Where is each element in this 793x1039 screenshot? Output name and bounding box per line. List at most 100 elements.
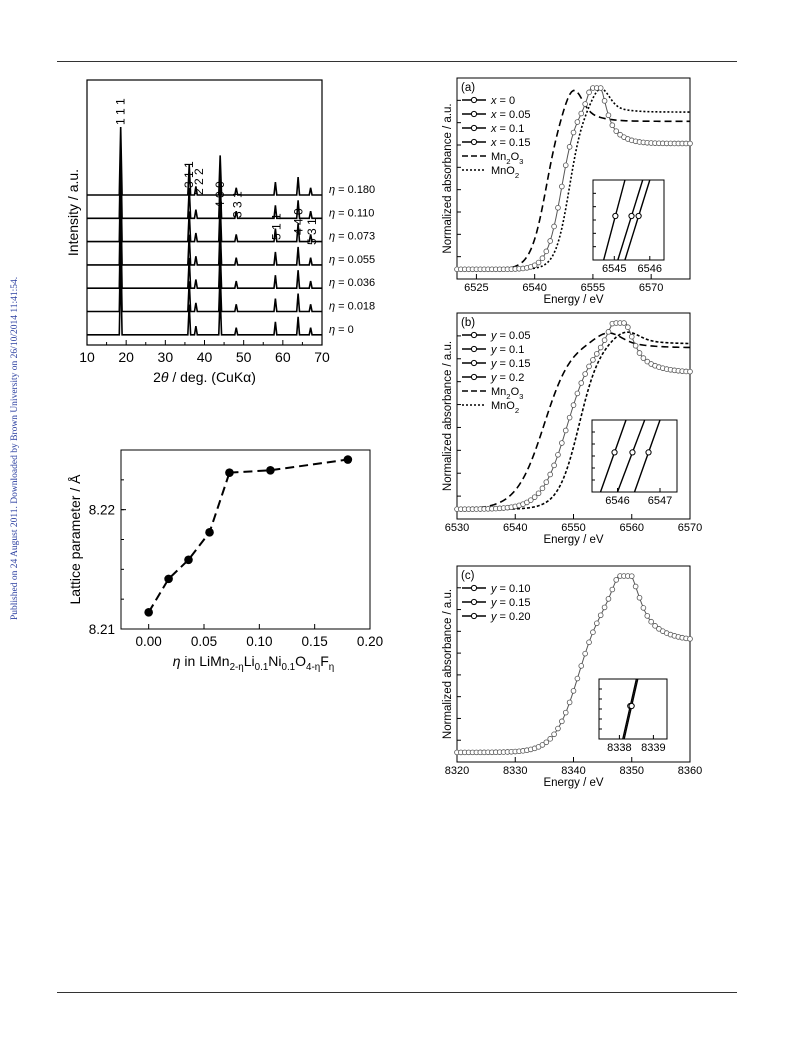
xanes-sample-marker [485,749,491,756]
xanes-sample-marker [493,505,499,512]
xanes-sample-marker [582,371,588,377]
legend-swatch-marker [470,110,478,118]
xanes-sample-marker [504,749,511,755]
xanes-sample-marker [621,134,627,140]
lattice-x-tick-label: 0.20 [357,634,383,649]
xanes-sample-marker [516,502,522,509]
lattice-x-tick-label: 0.15 [302,634,328,649]
xrd-pattern-line [87,126,322,196]
xanes-sample-marker [562,427,569,434]
xrd-peak-label: 3 1 1 [182,161,196,188]
xrd-series-label: η = 0.110 [329,207,374,219]
lattice-data-point [144,607,153,617]
xanes-sample-marker [535,744,542,750]
xanes-sample-marker [551,462,557,469]
legend-entry: MnO2 [491,165,519,180]
xanes-sample-marker [527,497,534,503]
xanes-inset-marker [628,702,635,710]
legend-entry: y = 0.10 [490,583,530,595]
xanes-sample-marker [675,634,682,640]
xanes-sample-marker [508,748,515,755]
xanes-sample-marker [660,365,666,371]
legend-swatch-marker [470,359,478,367]
lattice-trend-line [229,458,349,474]
xanes-y-axis-label: Normalized absorbance / a.u. [442,589,454,739]
xanes-sample-marker [547,736,553,742]
xrd-peak-label: 1 1 1 [114,98,128,125]
xanes-panel-label: (a) [461,82,475,94]
xanes-sample-marker [562,162,569,169]
xanes-sample-marker [617,131,623,138]
xrd-x-tick-label: 30 [158,349,174,365]
xanes-sample-curve [456,575,691,753]
xanes-sample-marker [656,140,662,147]
xanes-inset-x-tick-label: 6546 [605,495,629,507]
legend-swatch-marker [470,598,478,606]
xanes-sample-marker [559,183,565,190]
xanes-sample-marker [574,675,581,682]
xanes-inset-line [633,419,661,493]
xanes-sample-marker [458,506,464,512]
xanes-sample-marker [496,266,503,273]
xanes-sample-marker [663,366,670,372]
xanes-sample-marker [473,506,480,512]
xanes-inset-x-tick-label: 8339 [641,742,665,754]
lattice-data-point [205,528,214,537]
xanes-sample-marker [578,663,585,669]
lattice-x-tick-label: 0.10 [246,634,272,649]
xanes-sample-marker [671,140,678,147]
lattice-data-point [164,574,173,584]
xanes-x-tick-label: 6540 [503,522,527,534]
xanes-sample-marker [656,364,662,370]
xanes-sample-marker [496,505,503,512]
xanes-panel-label: (b) [461,317,475,329]
xanes-sample-marker [640,139,647,146]
xanes-sample-marker [489,266,495,273]
xrd-peak-label: 2 2 2 [192,168,206,195]
xanes-sample-marker [675,368,682,374]
xanes-sample-marker [679,634,686,641]
xanes-reference-curve [457,87,691,271]
xanes-sample-marker [687,140,693,147]
xanes-sample-marker [609,122,616,129]
xanes-inset-line [617,179,644,261]
xrd-peak-label: 4 4 0 [292,208,306,235]
xanes-sample-curve [456,322,691,510]
xanes-sample-marker [531,494,538,500]
xanes-sample-marker [621,573,627,579]
xanes-inset-marker [629,449,636,456]
xanes-sample-marker [570,402,577,408]
xanes-sample-marker [652,362,658,369]
legend-entry: y = 0.05 [490,330,530,342]
xanes-inset-marker [635,212,642,220]
xanes-sample-marker [527,746,534,753]
xrd-pattern-line [87,146,322,220]
xanes-sample-marker [593,620,600,627]
xrd-peak-label: 4 0 0 [213,181,227,208]
lattice-data-point [225,468,234,477]
xanes-sample-marker [683,368,689,375]
xanes-frame [456,565,691,763]
xanes-inset-frame [591,419,678,493]
xanes-sample-marker [535,490,542,497]
xanes-sample-marker [617,320,623,326]
xanes-sample-marker [644,139,651,146]
legend-swatch-marker [470,124,478,132]
xanes-sample-marker [625,573,631,579]
xrd-x-tick-label: 20 [118,349,134,365]
legend-entry: y = 0.1 [490,344,524,356]
xanes-sample-marker [663,140,670,147]
xanes-inset-x-tick-label: 6545 [602,263,626,275]
xanes-sample-marker [465,506,472,512]
xanes-sample-marker [512,748,519,755]
xanes-sample-marker [559,718,565,725]
xrd-pattern-line [87,239,322,313]
xanes-x-tick-label: 6555 [581,282,605,294]
xanes-inset-line [623,678,639,740]
xanes-sample-marker [555,725,561,732]
xanes-sample-marker [601,98,608,104]
lattice-y-tick-label: 8.22 [89,503,115,518]
